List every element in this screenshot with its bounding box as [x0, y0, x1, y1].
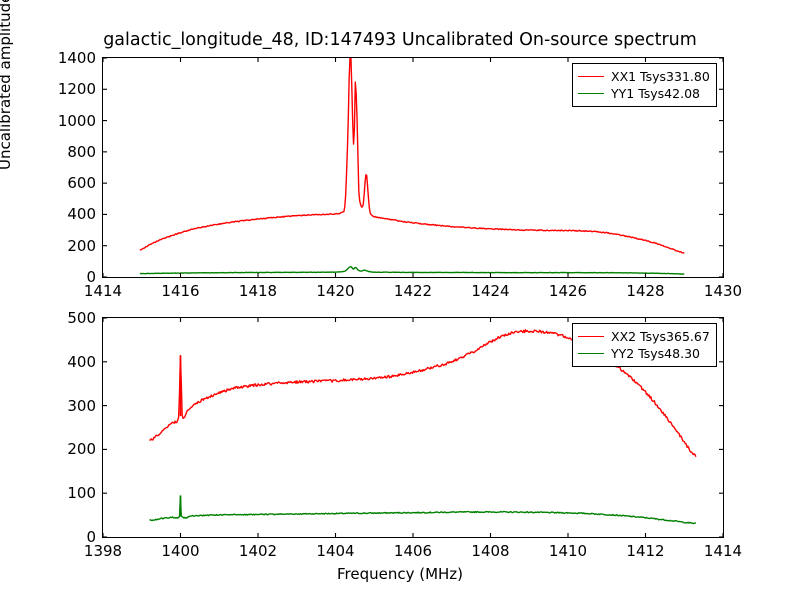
- legend-entry: XX1 Tsys331.80: [578, 68, 710, 85]
- top-panel-ylabel: Uncalibrated amplitude: [0, 0, 14, 170]
- x-tick-label: 1408: [471, 542, 510, 560]
- x-tick-label: 1410: [548, 542, 588, 560]
- y-tick-label: 1000: [57, 111, 96, 130]
- legend-color-swatch: [578, 353, 604, 354]
- x-tick-label: 1406: [393, 542, 433, 560]
- x-tick-label: 1398: [83, 542, 123, 560]
- y-tick-label: 400: [67, 205, 96, 224]
- y-tick-label: 300: [67, 396, 96, 415]
- y-tick-label: 1400: [57, 49, 96, 67]
- x-tick-label: 1412: [626, 542, 665, 560]
- y-tick-label: 100: [67, 484, 96, 503]
- legend-color-swatch: [578, 76, 604, 77]
- legend-label: YY2 Tsys48.30: [611, 346, 700, 361]
- x-tick-label: 1400: [161, 542, 200, 560]
- legend-label: XX1 Tsys331.80: [611, 69, 710, 84]
- bottom-panel-xlabel: Frequency (MHz): [336, 565, 464, 583]
- figure-title: galactic_longitude_48, ID:147493 Uncalib…: [103, 30, 697, 50]
- legend-color-swatch: [578, 93, 604, 94]
- y-tick-label: 800: [67, 142, 96, 161]
- y-tick-label: 600: [67, 174, 96, 193]
- x-tick-label: 1414: [703, 542, 743, 560]
- x-tick-label: 1430: [703, 282, 743, 300]
- y-tick-label: 200: [67, 440, 96, 459]
- x-tick-label: 1414: [83, 282, 123, 300]
- y-tick-label: 200: [67, 236, 96, 255]
- x-tick-label: 1402: [238, 542, 278, 560]
- y-tick-label: 0: [86, 528, 96, 546]
- x-tick-label: 1420: [316, 282, 355, 300]
- data-series-line: [139, 58, 685, 254]
- y-tick-label: 1200: [57, 80, 96, 99]
- data-series-line: [139, 265, 685, 275]
- y-tick-label: 0: [86, 268, 96, 286]
- x-tick-label: 1416: [161, 282, 200, 300]
- legend-entry: XX2 Tsys365.67: [578, 328, 710, 345]
- y-tick-label: 500: [67, 309, 96, 327]
- tick-marks: [102, 317, 724, 538]
- legend-entry: YY1 Tsys42.08: [578, 85, 710, 102]
- legend-label: XX2 Tsys365.67: [611, 329, 710, 344]
- legend-color-swatch: [578, 336, 604, 337]
- top-panel-legend[interactable]: XX1 Tsys331.80 YY1 Tsys42.08: [572, 63, 717, 107]
- data-series-line: [149, 495, 697, 525]
- bottom-panel-legend[interactable]: XX2 Tsys365.67 YY2 Tsys48.30: [572, 323, 717, 367]
- x-tick-label: 1424: [471, 282, 510, 300]
- top-panel-plot-area: [139, 58, 685, 275]
- legend-entry: YY2 Tsys48.30: [578, 345, 710, 362]
- x-tick-label: 1404: [316, 542, 355, 560]
- x-tick-label: 1418: [238, 282, 278, 300]
- x-tick-label: 1426: [548, 282, 588, 300]
- legend-label: YY1 Tsys42.08: [611, 86, 700, 101]
- tick-marks: [102, 57, 724, 278]
- y-tick-label: 400: [67, 352, 96, 371]
- x-tick-label: 1422: [393, 282, 433, 300]
- x-tick-label: 1428: [626, 282, 665, 300]
